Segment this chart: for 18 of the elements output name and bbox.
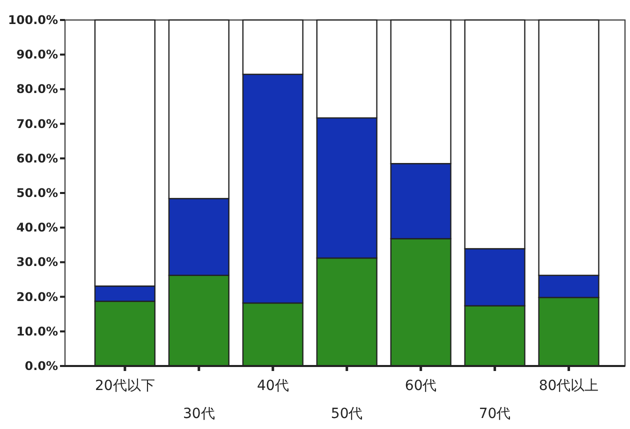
y-tick-label: 10.0% xyxy=(16,324,58,338)
y-tick-label: 100.0% xyxy=(8,13,58,27)
x-tick-label: 40代 xyxy=(256,378,289,394)
y-tick-label: 0.0% xyxy=(24,359,58,373)
x-tick-label: 80代以上 xyxy=(538,378,599,394)
x-tick-label: 30代 xyxy=(182,406,215,422)
y-tick-label: 70.0% xyxy=(16,116,58,131)
y-tick-label: 30.0% xyxy=(16,255,58,270)
y-tick-label: 90.0% xyxy=(16,48,58,62)
y-tick-label: 40.0% xyxy=(16,220,58,235)
y-tick-label: 50.0% xyxy=(16,186,58,200)
y-tick-label: 80.0% xyxy=(16,82,58,96)
x-tick-label: 20代以下 xyxy=(95,378,155,394)
x-tick-label: 60代 xyxy=(404,378,437,394)
x-tick-label: 70代 xyxy=(478,406,511,422)
x-tick-label: 50代 xyxy=(330,406,363,422)
y-tick-label: 20.0% xyxy=(16,290,58,304)
y-tick-label: 60.0% xyxy=(16,151,58,166)
